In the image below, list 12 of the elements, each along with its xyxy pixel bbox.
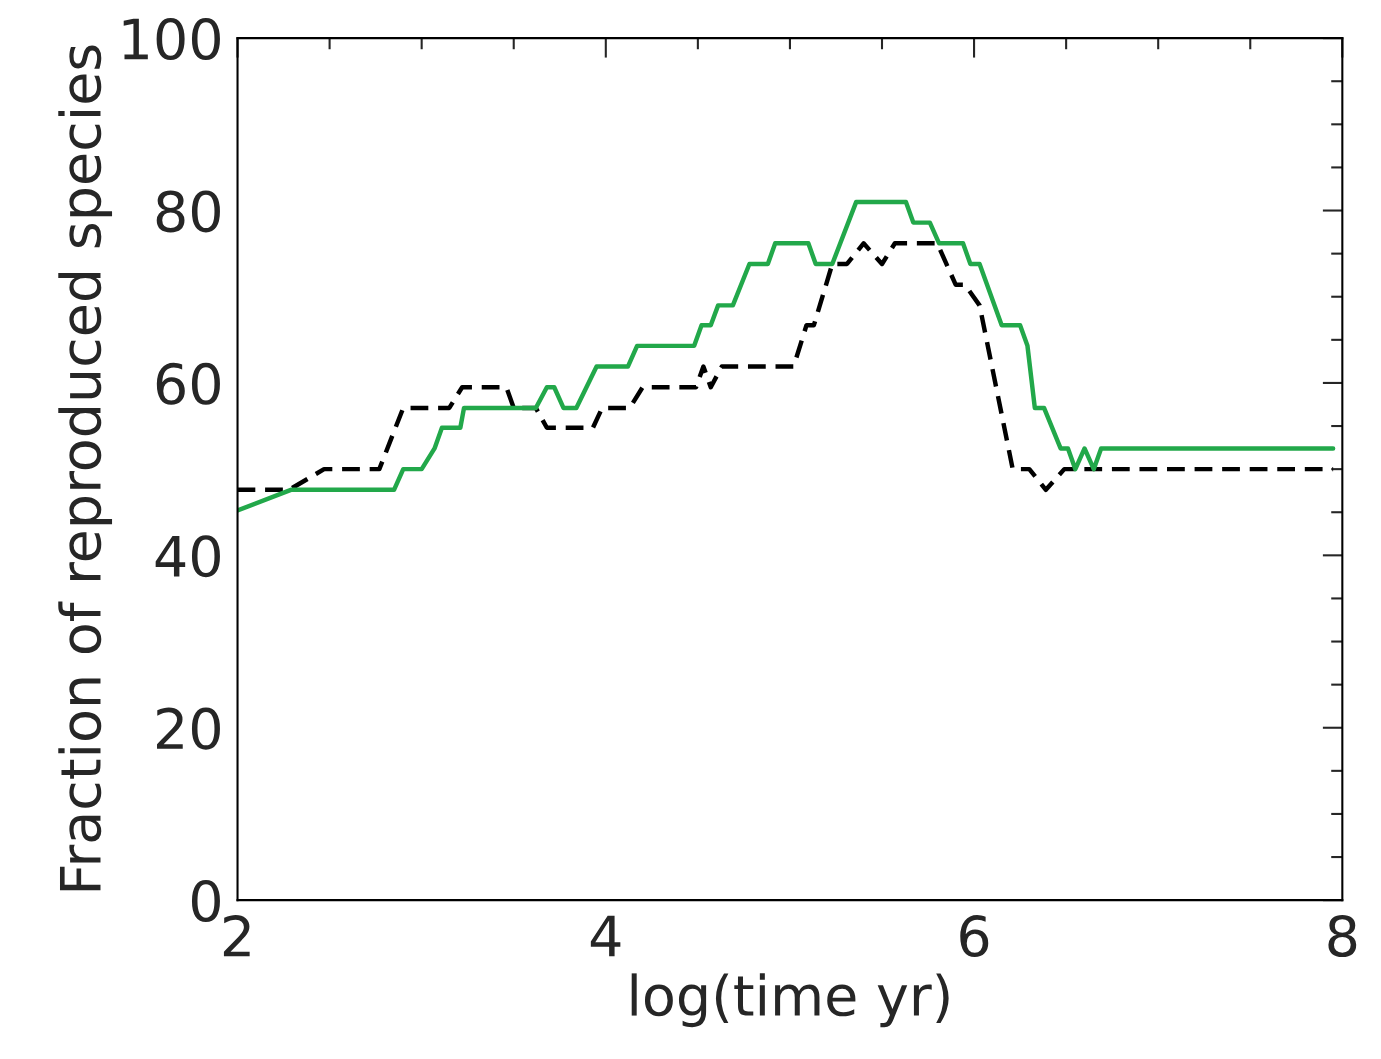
y-axis-title: Fraction of reproduced species: [58, 45, 113, 891]
x-tick-label: 8: [1328, 915, 1357, 958]
y-tick-label: 40: [155, 535, 220, 578]
x-tick-label: 2: [223, 915, 250, 957]
y-tick-label: 20: [157, 707, 220, 750]
y-tick-label: 80: [156, 190, 220, 233]
y-tick-label: 60: [156, 362, 220, 405]
y-tick-label: 100: [123, 18, 220, 61]
x-axis-title: log(time yr): [631, 973, 949, 1028]
x-tick-label: 4: [590, 915, 621, 957]
x-tick-label: 6: [960, 915, 989, 958]
y-tick-label: 0: [191, 880, 220, 923]
